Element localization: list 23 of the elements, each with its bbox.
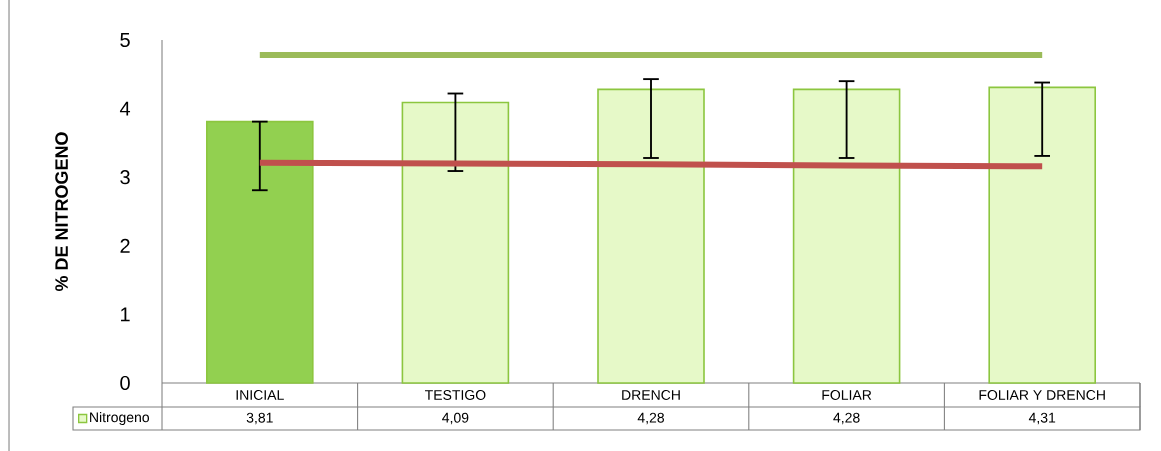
- data-label: 3,81: [246, 412, 273, 425]
- bar: [988, 86, 1096, 384]
- data-label: 4,09: [442, 412, 469, 425]
- y-tick-label: 0: [120, 375, 130, 391]
- data-label: 4,28: [637, 412, 665, 425]
- bar: [792, 88, 901, 384]
- y-axis-title: % DE NITROGENO: [55, 132, 68, 292]
- y-tick-label: 5: [120, 33, 130, 47]
- x-tick-label: TESTIGO: [424, 390, 486, 400]
- x-tick-label: INICIAL: [236, 390, 284, 400]
- x-tick-label: FOLIAR Y DRENCH: [979, 390, 1105, 400]
- bar: [401, 101, 510, 384]
- data-label: 4,31: [1028, 412, 1056, 425]
- y-tick-label: 4: [119, 101, 131, 116]
- bar: [597, 88, 705, 384]
- data-label: 4,28: [833, 412, 860, 425]
- x-tick-label: FOLIAR: [822, 390, 872, 400]
- bar: [206, 120, 314, 384]
- x-tick-label: DRENCH: [622, 390, 680, 400]
- y-tick-label: 1: [121, 307, 130, 322]
- y-tick-label: 3: [120, 170, 130, 185]
- legend-label: Nitrogeno: [90, 411, 150, 426]
- y-tick-label: 2: [120, 238, 130, 253]
